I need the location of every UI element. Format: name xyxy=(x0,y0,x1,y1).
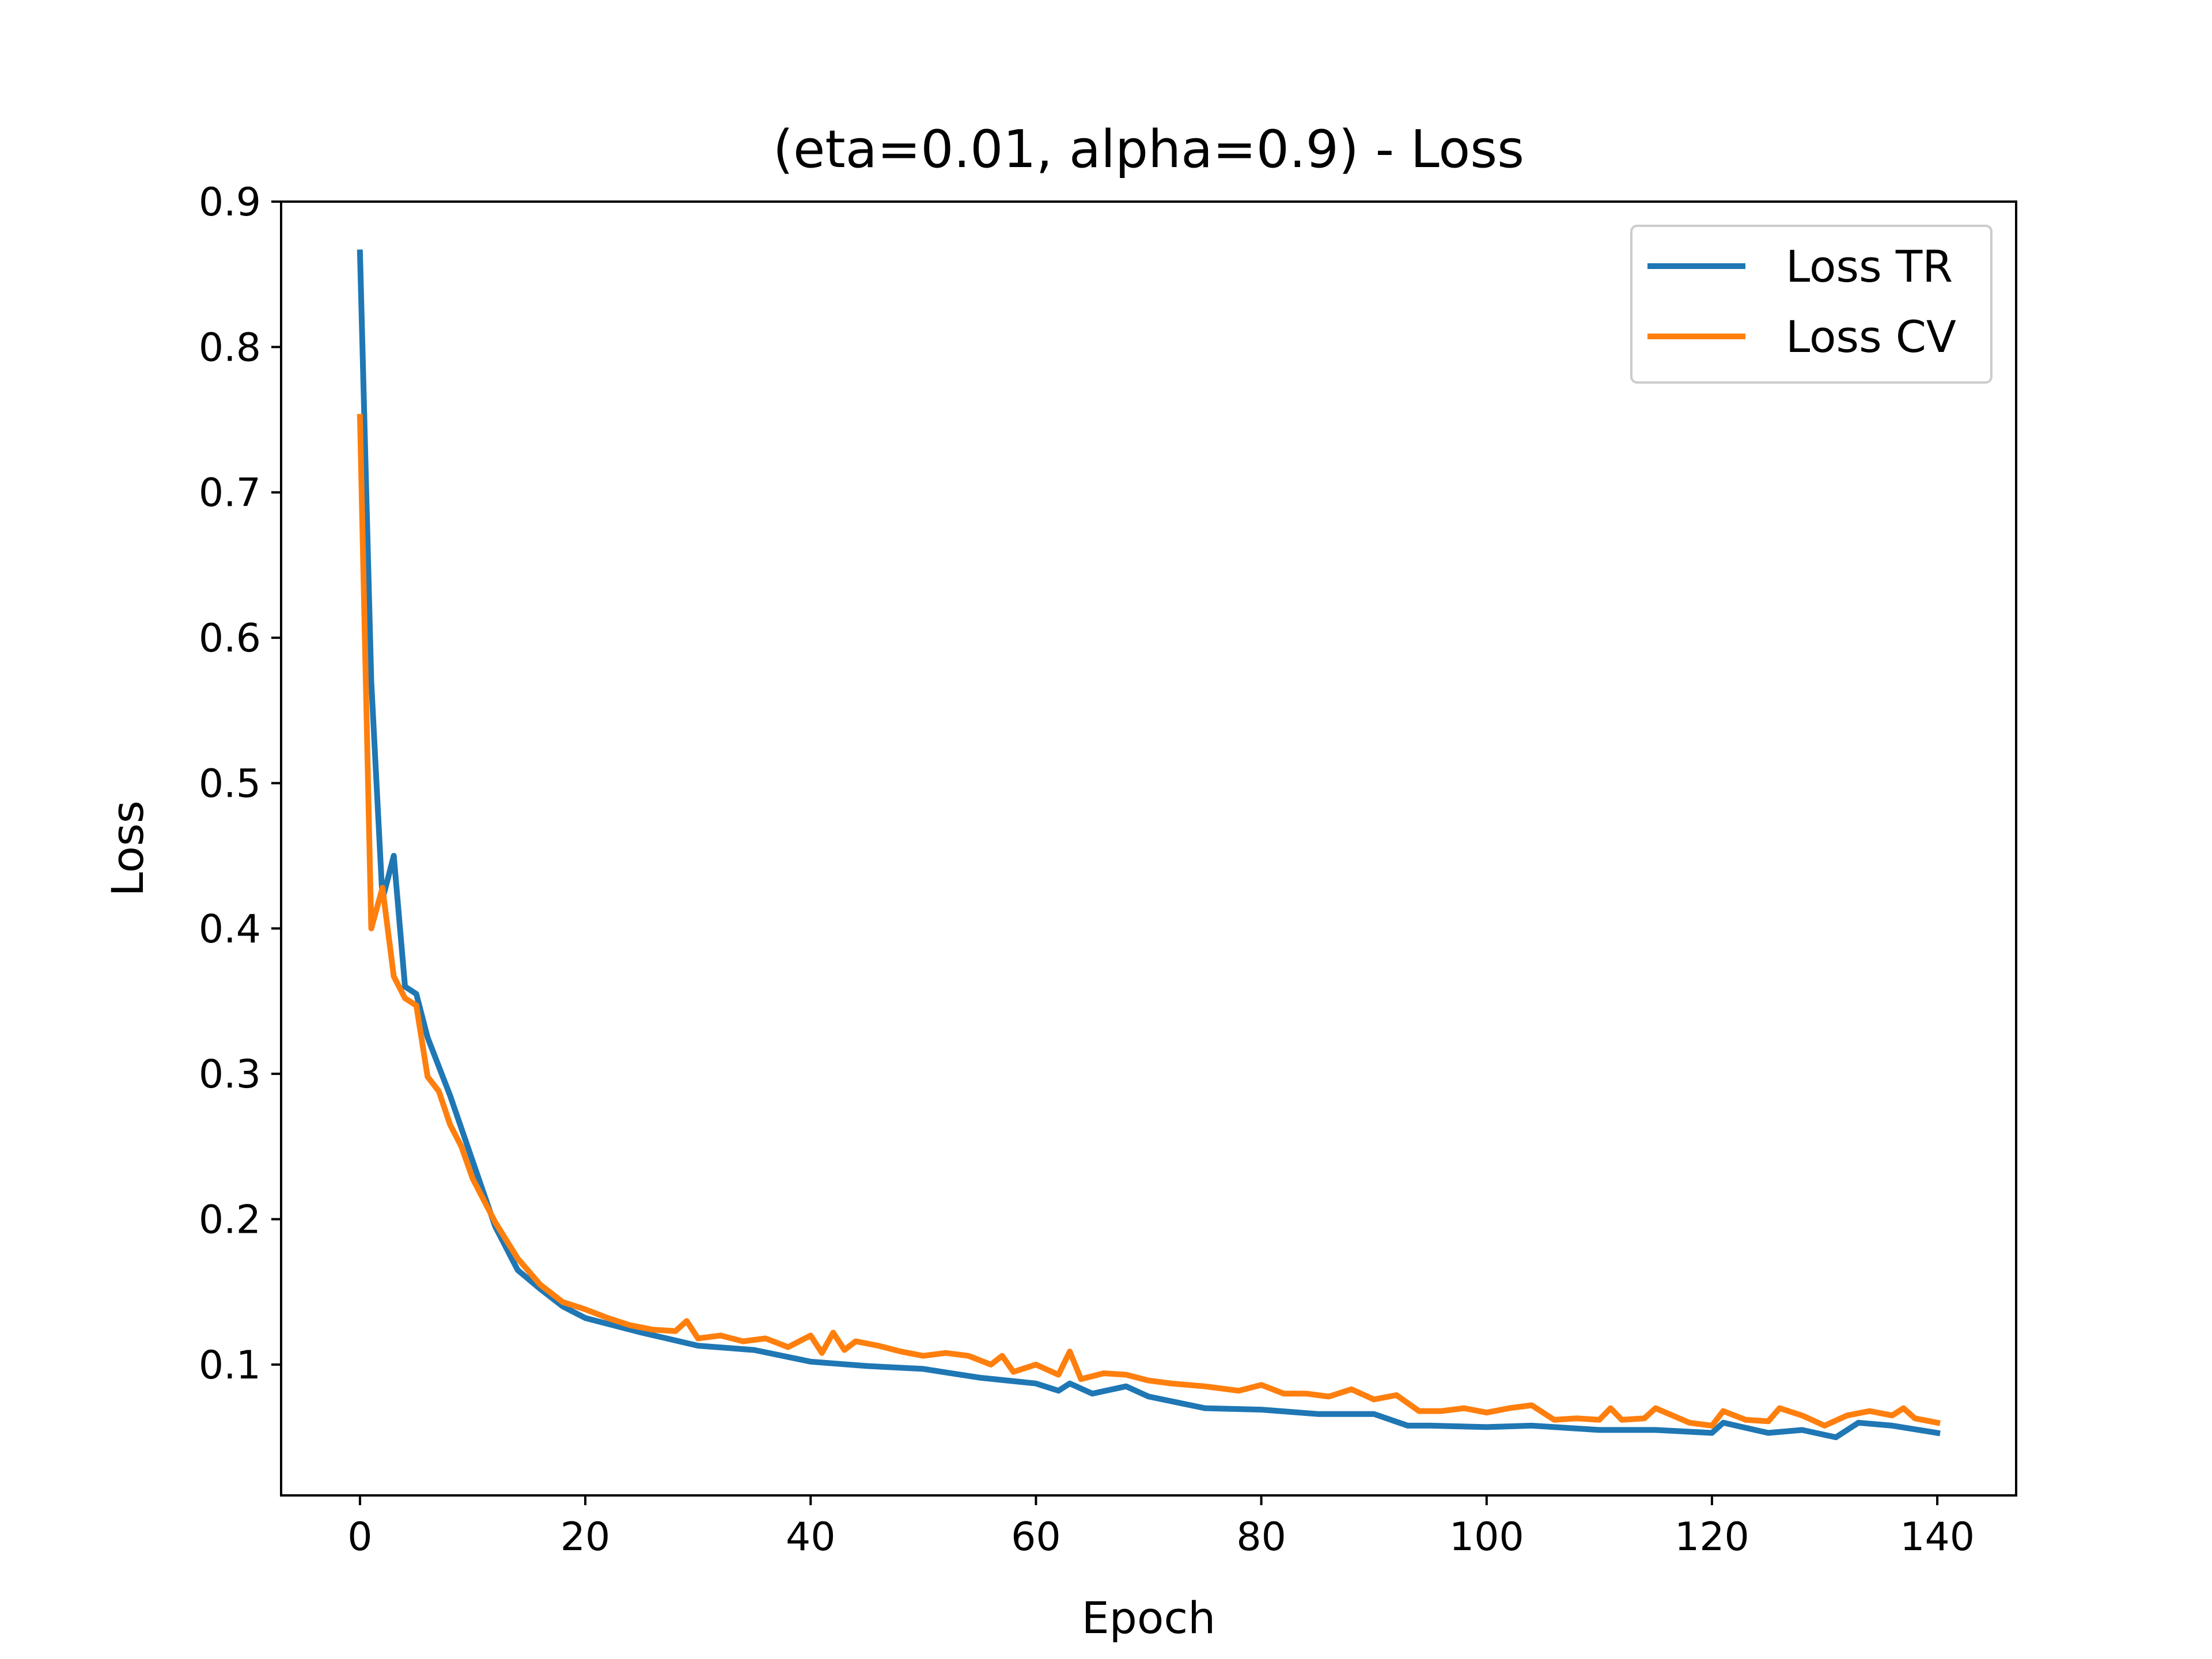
legend-label: Loss TR xyxy=(1786,241,1953,292)
x-tick-label: 120 xyxy=(1675,1514,1749,1560)
x-tick-label: 60 xyxy=(1011,1514,1061,1560)
x-tick-label: 0 xyxy=(347,1514,372,1560)
y-axis: 0.1 0.2 0.3 0.4 0.5 0.6 0.7 0.8 0.9 xyxy=(199,180,281,1388)
y-tick-label: 0.8 xyxy=(199,325,261,370)
x-axis: 0 20 40 60 80 100 120 140 xyxy=(347,1495,1975,1560)
x-tick-label: 20 xyxy=(560,1514,611,1560)
x-tick-label: 80 xyxy=(1236,1514,1286,1560)
y-axis-label: Loss xyxy=(102,801,153,897)
plot-area xyxy=(280,200,2017,1497)
y-tick-label: 0.4 xyxy=(199,907,261,952)
y-tick-label: 0.1 xyxy=(199,1343,261,1388)
legend: Loss TR Loss CV xyxy=(1630,225,1993,384)
x-axis-label: Epoch xyxy=(1082,1592,1216,1643)
x-tick-label: 40 xyxy=(786,1514,836,1560)
series-line-loss-cv xyxy=(357,414,1941,1429)
y-tick-label: 0.5 xyxy=(199,761,261,806)
chart-title: (eta=0.01, alpha=0.9) - Loss xyxy=(773,119,1524,180)
y-tick-label: 0.6 xyxy=(199,616,261,661)
legend-label: Loss CV xyxy=(1786,311,1956,362)
y-tick-label: 0.9 xyxy=(199,180,261,225)
y-tick-label: 0.7 xyxy=(199,471,261,516)
x-tick-label: 140 xyxy=(1900,1514,1975,1560)
plot-frame xyxy=(280,200,2017,1497)
y-tick-label: 0.3 xyxy=(199,1052,261,1097)
series-line-loss-tr xyxy=(357,249,1941,1441)
y-tick-label: 0.2 xyxy=(199,1198,261,1243)
x-tick-label: 100 xyxy=(1449,1514,1524,1560)
